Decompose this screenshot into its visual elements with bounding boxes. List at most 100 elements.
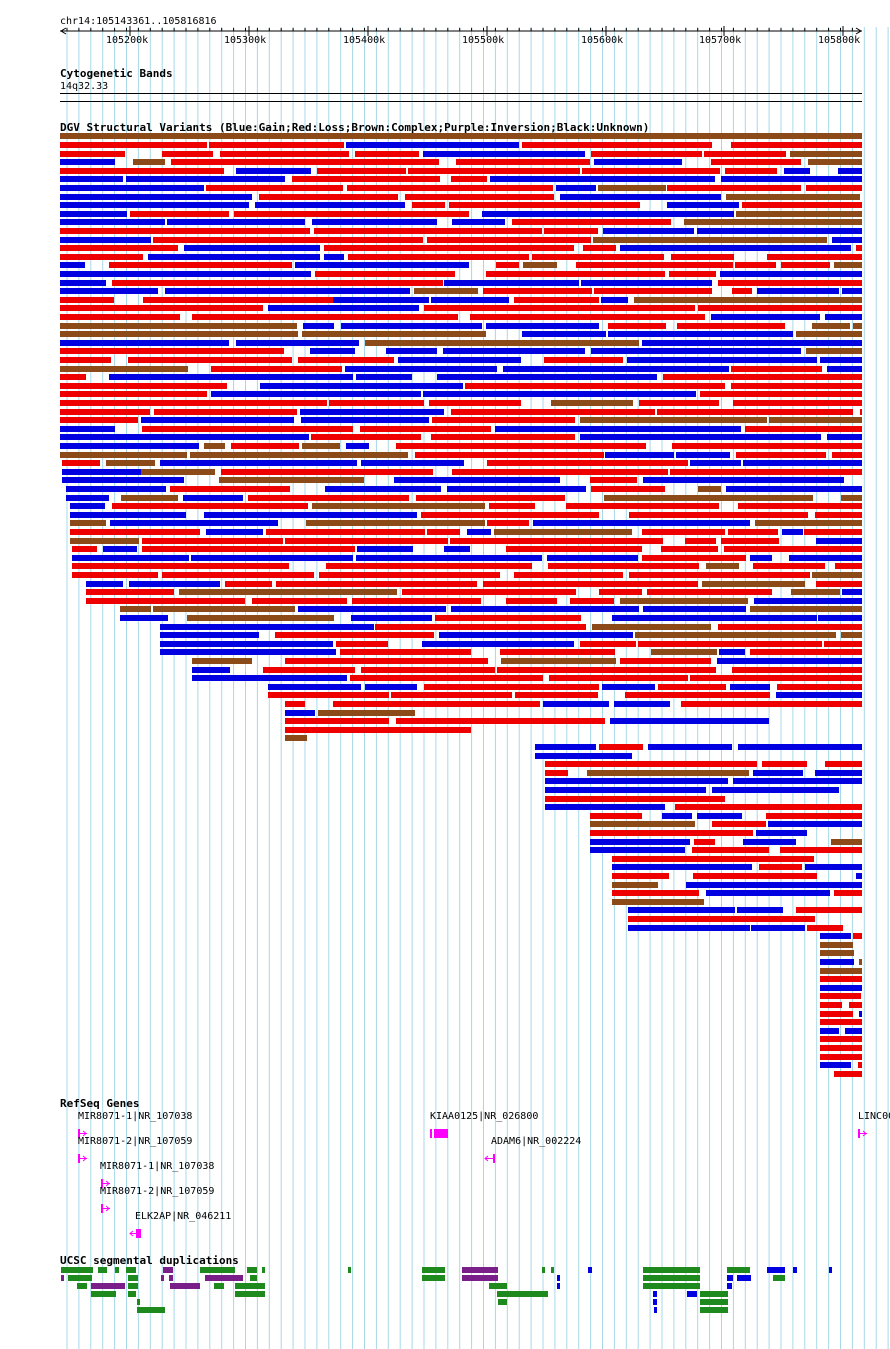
dgv-variant[interactable] [820,1019,862,1025]
dgv-variant[interactable] [268,692,389,698]
dgv-variant[interactable] [820,933,851,939]
dgv-variant[interactable] [427,529,460,535]
dgv-variant[interactable] [126,176,285,182]
dgv-variant[interactable] [820,976,862,982]
dgv-variant[interactable] [711,159,801,165]
dgv-variant[interactable] [365,340,639,346]
dgv-variant[interactable] [435,615,581,621]
dgv-variant[interactable] [467,529,491,535]
dgv-variant[interactable] [790,151,862,157]
dgv-variant[interactable] [70,503,105,509]
dgv-variant[interactable] [424,684,599,690]
dgv-variant[interactable] [60,305,263,311]
dgv-variant[interactable] [599,744,643,750]
dgv-variant[interactable] [225,581,272,587]
dgv-variant[interactable] [859,1011,862,1017]
dgv-variant[interactable] [667,185,801,191]
dgv-variant[interactable] [820,1036,862,1042]
dgv-variant[interactable] [72,546,97,552]
dgv-variant[interactable] [394,477,560,483]
dgv-variant[interactable] [268,305,419,311]
dgv-variant[interactable] [629,572,810,578]
dgv-variant[interactable] [336,641,388,647]
dgv-variant[interactable] [590,477,637,483]
dgv-variant[interactable] [684,219,862,225]
gene-kiaa0125[interactable] [430,1123,450,1138]
cytoband-track-title[interactable]: Cytogenetic Bands [60,67,173,80]
dgv-variant[interactable] [431,434,575,440]
dgv-variant[interactable] [592,624,711,630]
dgv-variant[interactable] [204,512,417,518]
segdup-block[interactable] [128,1283,138,1289]
dgv-variant[interactable] [60,323,297,329]
dgv-variant[interactable] [317,168,406,174]
dgv-variant[interactable] [160,624,374,630]
dgv-variant[interactable] [820,1045,862,1051]
dgv-variant[interactable] [450,538,663,544]
dgv-variant[interactable] [483,581,698,587]
dgv-variant[interactable] [700,391,862,397]
segdup-block[interactable] [68,1275,92,1281]
dgv-variant[interactable] [60,297,114,303]
dgv-variant[interactable] [612,873,669,879]
segdup-block[interactable] [700,1299,728,1305]
dgv-variant[interactable] [796,907,862,913]
dgv-variant[interactable] [312,219,437,225]
dgv-variant[interactable] [160,632,259,638]
segdup-block[interactable] [643,1267,700,1273]
dgv-variant[interactable] [642,555,746,561]
dgv-variant[interactable] [776,692,862,698]
segdup-block[interactable] [235,1283,265,1289]
dgv-track-title[interactable]: DGV Structural Variants (Blue:Gain;Red:L… [60,121,650,134]
dgv-variant[interactable] [651,649,717,655]
dgv-variant[interactable] [544,357,623,363]
dgv-variant[interactable] [329,400,424,406]
dgv-variant[interactable] [234,211,469,217]
dgv-variant[interactable] [192,658,252,664]
dgv-variant[interactable] [375,624,586,630]
dgv-variant[interactable] [808,159,862,165]
dgv-variant[interactable] [298,606,446,612]
dgv-variant[interactable] [154,409,297,415]
dgv-variant[interactable] [612,864,752,870]
dgv-variant[interactable] [60,417,138,423]
dgv-variant[interactable] [497,667,716,673]
dgv-variant[interactable] [263,667,355,673]
dgv-variant[interactable] [841,495,862,501]
dgv-variant[interactable] [610,718,769,724]
segdup-block[interactable] [687,1291,697,1297]
dgv-variant[interactable] [757,288,839,294]
dgv-variant[interactable] [221,469,433,475]
dgv-variant[interactable] [408,168,580,174]
dgv-variant[interactable] [501,658,616,664]
dgv-variant[interactable] [220,151,349,157]
dgv-variant[interactable] [423,391,696,397]
dgv-variant[interactable] [628,916,815,922]
dgv-variant[interactable] [827,366,862,372]
segdup-block[interactable] [200,1267,235,1273]
gene-mir8071-2-copy[interactable] [101,1198,111,1213]
dgv-variant[interactable] [62,477,184,483]
dgv-variant[interactable] [628,907,735,913]
dgv-variant[interactable] [333,297,429,303]
dgv-variant[interactable] [424,305,695,311]
dgv-variant[interactable] [712,787,839,793]
dgv-variant[interactable] [620,598,748,604]
dgv-variant[interactable] [551,400,633,406]
dgv-variant[interactable] [235,280,443,286]
dgv-variant[interactable] [620,245,851,251]
dgv-variant[interactable] [816,581,862,587]
dgv-variant[interactable] [545,778,728,784]
dgv-variant[interactable] [60,168,224,174]
segdup-block[interactable] [700,1291,728,1297]
dgv-variant[interactable] [742,202,862,208]
dgv-variant[interactable] [160,649,336,655]
dgv-variant[interactable] [422,641,574,647]
segdup-block[interactable] [126,1267,136,1273]
dgv-variant[interactable] [60,331,298,337]
dgv-variant[interactable] [842,589,862,595]
dgv-variant[interactable] [726,486,862,492]
dgv-variant[interactable] [754,598,862,604]
dgv-variant[interactable] [512,219,671,225]
dgv-variant[interactable] [346,443,369,449]
